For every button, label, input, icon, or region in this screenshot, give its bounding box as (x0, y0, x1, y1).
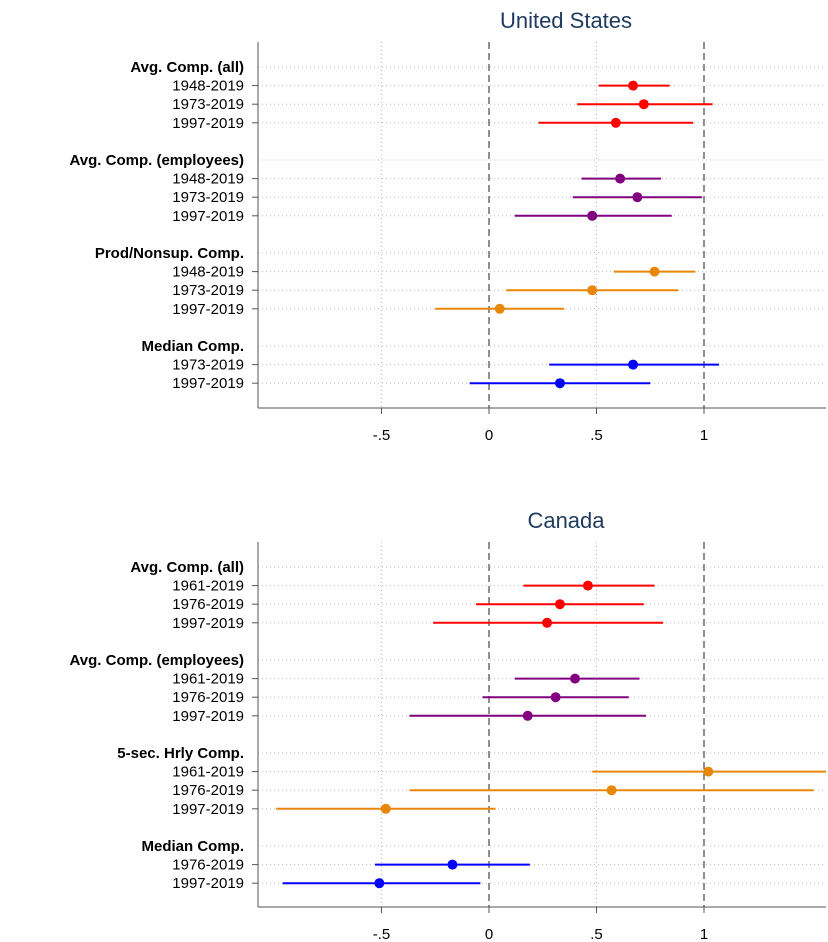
point-estimate (374, 878, 385, 889)
row-label: 1973-2019 (172, 189, 244, 206)
group-label: Median Comp. (141, 838, 244, 855)
row-label: 1976-2019 (172, 782, 244, 799)
row-label: 1973-2019 (172, 282, 244, 299)
point-estimate (703, 766, 714, 777)
row-label: 1961-2019 (172, 578, 244, 595)
row-label: 1997-2019 (172, 708, 244, 725)
x-tick-label: .5 (590, 926, 603, 942)
group-label: Avg. Comp. (employees) (70, 652, 244, 669)
point-estimate (632, 192, 643, 203)
point-estimate (570, 673, 580, 684)
point-estimate (582, 580, 593, 591)
group-label: Avg. Comp. (all) (130, 59, 244, 76)
row-label: 1997-2019 (172, 375, 244, 392)
row-label: 1997-2019 (172, 801, 244, 818)
group-label: Median Comp. (141, 338, 244, 355)
point-estimate (447, 859, 458, 870)
point-estimate (587, 210, 598, 221)
row-label: 1973-2019 (172, 357, 244, 374)
panel-title: Canada (527, 508, 605, 533)
x-tick-label: 0 (485, 427, 493, 444)
point-estimate (550, 692, 561, 703)
row-label: 1973-2019 (172, 96, 244, 113)
x-tick-label: 1 (700, 926, 708, 942)
point-estimate (649, 266, 660, 277)
x-tick-label: .5 (590, 427, 603, 444)
row-label: 1961-2019 (172, 764, 244, 781)
group-label: Prod/Nonsup. Comp. (95, 245, 244, 262)
point-estimate (554, 378, 565, 389)
x-tick-label: 1 (700, 427, 708, 444)
row-label: 1961-2019 (172, 671, 244, 688)
x-tick-label: -.5 (373, 427, 391, 444)
row-label: 1948-2019 (172, 264, 244, 281)
row-label: 1976-2019 (172, 596, 244, 613)
x-tick-label: -.5 (373, 926, 391, 942)
row-label: 1948-2019 (172, 78, 244, 95)
point-estimate (494, 303, 505, 314)
point-estimate (522, 710, 533, 721)
row-label: 1997-2019 (172, 115, 244, 132)
row-label: 1976-2019 (172, 857, 244, 874)
point-estimate (638, 99, 649, 110)
row-label: 1976-2019 (172, 689, 244, 706)
point-estimate (380, 803, 391, 814)
point-estimate (542, 617, 553, 628)
point-estimate (615, 173, 626, 184)
panel-0: United States -.5 0 .5 1 Avg. Comp. (all) 1948… (70, 8, 826, 444)
row-label: 1997-2019 (172, 301, 244, 318)
x-tick-label: 0 (485, 926, 493, 942)
row-label: 1997-2019 (172, 208, 244, 225)
point-estimate (628, 80, 639, 91)
point-estimate (587, 285, 598, 296)
point-estimate (628, 359, 639, 370)
group-label: Avg. Comp. (employees) (70, 152, 244, 169)
panel-title: United States (500, 8, 632, 33)
point-estimate (606, 785, 617, 796)
row-label: 1997-2019 (172, 875, 244, 892)
group-label: Avg. Comp. (all) (130, 559, 244, 576)
row-label: 1997-2019 (172, 615, 244, 632)
row-label: 1948-2019 (172, 171, 244, 188)
point-estimate (554, 599, 565, 610)
group-label: 5-sec. Hrly Comp. (117, 745, 244, 762)
point-estimate (610, 117, 621, 128)
